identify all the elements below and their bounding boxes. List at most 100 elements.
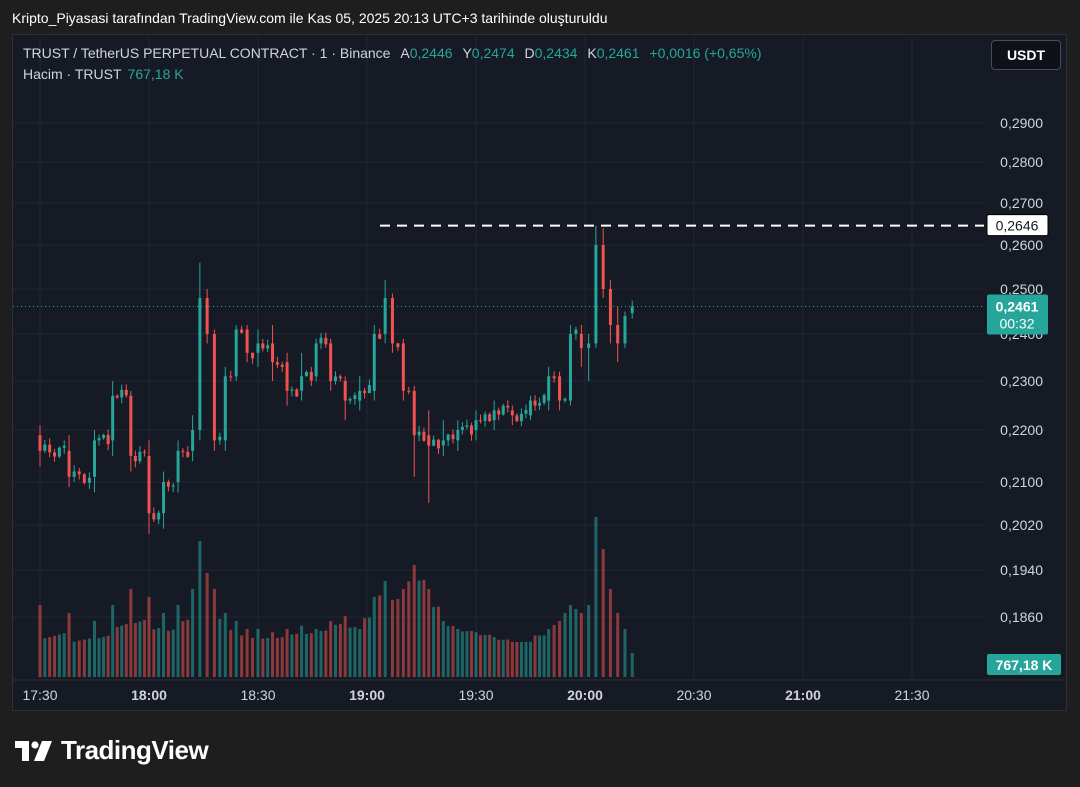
candle — [251, 352, 255, 364]
candle — [436, 438, 440, 454]
candle — [568, 325, 572, 406]
candle-body — [138, 451, 142, 462]
candle-body — [497, 410, 501, 415]
volume-bar — [587, 605, 591, 677]
volume-bar — [456, 629, 460, 677]
volume-bar — [166, 630, 170, 677]
candle — [630, 300, 634, 319]
time-tick-label: 20:00 — [567, 687, 603, 703]
volume-bar — [251, 637, 255, 677]
volume-bar — [181, 621, 185, 677]
volume-bar — [329, 621, 333, 677]
candle — [497, 407, 501, 421]
candle — [191, 415, 195, 462]
candle-body — [479, 420, 483, 422]
candle-body — [133, 456, 137, 462]
volume-bar — [563, 613, 567, 677]
volume-bar — [558, 621, 562, 677]
volume-bar — [280, 637, 284, 677]
candle-body — [319, 337, 323, 344]
tradingview-logo[interactable]: TradingView — [15, 735, 209, 766]
candle — [198, 262, 202, 441]
time-axis: 17:30 18:00 18:30 19:00 19:30 20:00 20:30 21:00… — [22, 687, 929, 703]
candle — [367, 379, 371, 394]
candle — [124, 384, 128, 398]
volume-bar — [334, 624, 338, 677]
low-value: 0,2434 — [534, 45, 578, 61]
volume-bar — [343, 616, 347, 677]
candle-body — [601, 245, 605, 289]
candle — [285, 352, 289, 406]
volume-bar — [142, 619, 146, 677]
volume-bar — [82, 639, 86, 677]
candle — [62, 440, 66, 454]
candle — [266, 339, 270, 353]
candle-body — [82, 474, 86, 483]
candle-body — [198, 298, 202, 430]
volume-bar — [436, 606, 440, 677]
candle-body — [465, 425, 469, 427]
volume-bar — [176, 605, 180, 677]
candle — [396, 342, 400, 351]
candle-body — [608, 289, 612, 325]
volume-bar — [451, 625, 455, 677]
volume-bar — [533, 635, 537, 677]
candle-body — [48, 444, 52, 453]
candle — [106, 429, 110, 451]
countdown-label: 00:32 — [999, 316, 1034, 332]
candle-body — [218, 436, 222, 441]
candle-body — [314, 343, 318, 377]
last-price-badge — [987, 294, 1048, 335]
candle — [594, 225, 598, 349]
volume-bar — [53, 635, 57, 677]
volume-label[interactable]: Hacim · TRUST — [23, 66, 122, 82]
volume-bar — [407, 581, 411, 677]
volume-bar — [378, 595, 382, 677]
candle — [446, 433, 450, 447]
candle-body — [563, 398, 567, 401]
chart-pane[interactable] — [12, 34, 1067, 711]
candle — [176, 440, 180, 493]
candle-body — [275, 362, 279, 365]
price-tick-label: 0,2900 — [1000, 115, 1043, 131]
candle — [483, 411, 487, 427]
candle-body — [97, 438, 101, 441]
candle — [280, 361, 284, 373]
candle — [87, 472, 91, 490]
volume-bar — [295, 633, 299, 677]
volume-bar — [102, 637, 106, 677]
volume-bar — [446, 626, 450, 677]
candle-body — [120, 389, 124, 398]
time-tick-label: 17:30 — [22, 687, 57, 703]
volume-bar — [97, 638, 101, 677]
candle-body — [142, 451, 146, 453]
volume-bar — [115, 627, 119, 677]
candle-body — [407, 390, 411, 392]
candle-body — [93, 440, 96, 477]
volume-bar — [427, 589, 431, 677]
symbol-title[interactable]: TRUST / TetherUS PERPETUAL CONTRACT · 1 … — [23, 45, 391, 61]
tradingview-logo-icon — [15, 740, 52, 761]
volume-bar — [396, 598, 400, 677]
candle — [43, 439, 47, 453]
volume-bar — [223, 613, 227, 677]
candle-body — [579, 334, 583, 349]
candle-body — [157, 512, 161, 520]
high-value: 0,2474 — [471, 45, 515, 61]
volume-bar — [367, 617, 371, 677]
candle-body — [623, 316, 627, 344]
currency-button[interactable]: USDT — [991, 40, 1061, 70]
grid-lines — [13, 36, 1066, 681]
candle — [407, 386, 411, 395]
candle-body — [176, 450, 180, 482]
candle — [616, 307, 620, 363]
time-tick-label: 18:00 — [131, 687, 167, 703]
candle-body — [367, 385, 371, 394]
candle-body — [492, 410, 496, 421]
candle-body — [285, 362, 289, 391]
volume-bar — [506, 639, 510, 677]
volume-bar — [57, 634, 61, 677]
volume-bar — [358, 629, 362, 677]
volume-bar — [129, 589, 133, 677]
